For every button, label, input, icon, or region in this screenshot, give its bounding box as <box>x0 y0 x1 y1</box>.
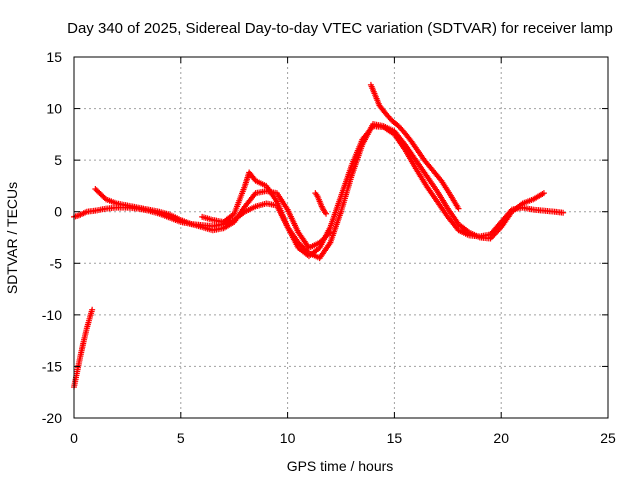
y-tick-label: 0 <box>54 204 62 220</box>
x-tick-label: 25 <box>600 430 616 446</box>
series-arc-main-1 <box>71 123 567 260</box>
series-marker-trail <box>368 83 461 211</box>
series-arc-late-14h <box>367 81 462 212</box>
data-series <box>71 81 567 391</box>
series-arc-main-3 <box>199 121 547 262</box>
x-tick-label: 15 <box>387 430 403 446</box>
y-tick-label: -15 <box>42 358 62 374</box>
x-tick-label: 0 <box>70 430 78 446</box>
series-marker-trail <box>313 191 328 216</box>
x-tick-label: 20 <box>493 430 509 446</box>
y-tick-label: -10 <box>42 307 62 323</box>
chart-title: Day 340 of 2025, Sidereal Day-to-day VTE… <box>67 20 613 37</box>
y-tick-label: 5 <box>54 152 62 168</box>
x-axis-label: GPS time / hours <box>287 458 394 474</box>
y-tick-label: -20 <box>42 410 62 426</box>
series-arc-main-2 <box>92 186 334 251</box>
y-tick-label: 10 <box>46 101 62 117</box>
x-tick-label: 10 <box>280 430 296 446</box>
y-axis-label: SDTVAR / TECUs <box>4 182 20 294</box>
y-tick-label: 15 <box>46 49 62 65</box>
plot-frame <box>73 56 609 419</box>
y-tick-label: -5 <box>50 255 63 271</box>
series-arc-short-11h <box>312 190 330 217</box>
axis-tick-labels: 0 5 10 15 20 25 -20 -15 -10 -5 0 5 10 15 <box>42 49 616 446</box>
axis-ticks <box>73 56 609 419</box>
series-marker-trail <box>200 121 546 261</box>
x-tick-label: 5 <box>177 430 185 446</box>
